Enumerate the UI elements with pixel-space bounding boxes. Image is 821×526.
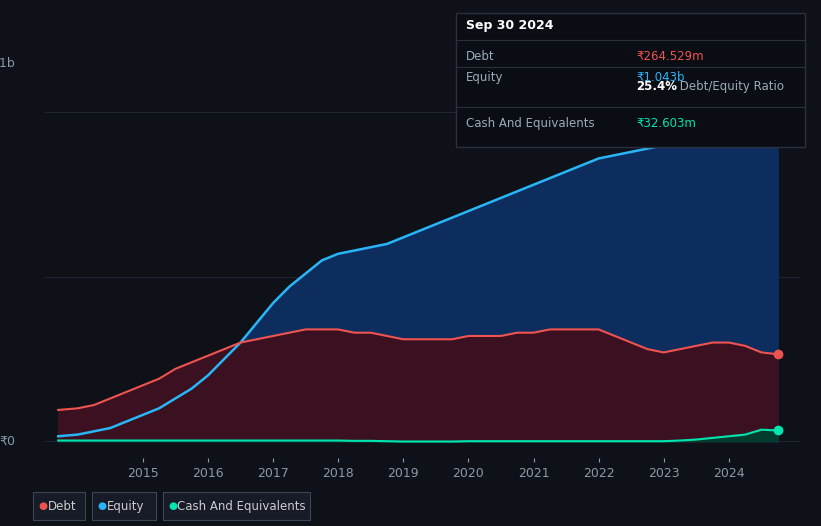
Text: Equity: Equity — [107, 500, 144, 512]
Text: ●: ● — [98, 501, 107, 511]
Text: Debt/Equity Ratio: Debt/Equity Ratio — [676, 80, 784, 93]
Text: ₹32.603m: ₹32.603m — [636, 117, 696, 129]
Text: ●: ● — [39, 501, 48, 511]
Text: ₹1.043b: ₹1.043b — [636, 71, 685, 84]
Text: Equity: Equity — [466, 71, 503, 84]
Text: Cash And Equivalents: Cash And Equivalents — [466, 117, 594, 129]
Text: Debt: Debt — [466, 49, 494, 63]
Text: ₹264.529m: ₹264.529m — [636, 49, 704, 63]
Text: Sep 30 2024: Sep 30 2024 — [466, 19, 553, 32]
Text: ●: ● — [168, 501, 177, 511]
Text: ₹0: ₹0 — [0, 434, 15, 448]
Text: Debt: Debt — [48, 500, 76, 512]
Text: ₹1b: ₹1b — [0, 57, 15, 69]
Text: Cash And Equivalents: Cash And Equivalents — [177, 500, 306, 512]
Text: 25.4%: 25.4% — [636, 80, 677, 93]
